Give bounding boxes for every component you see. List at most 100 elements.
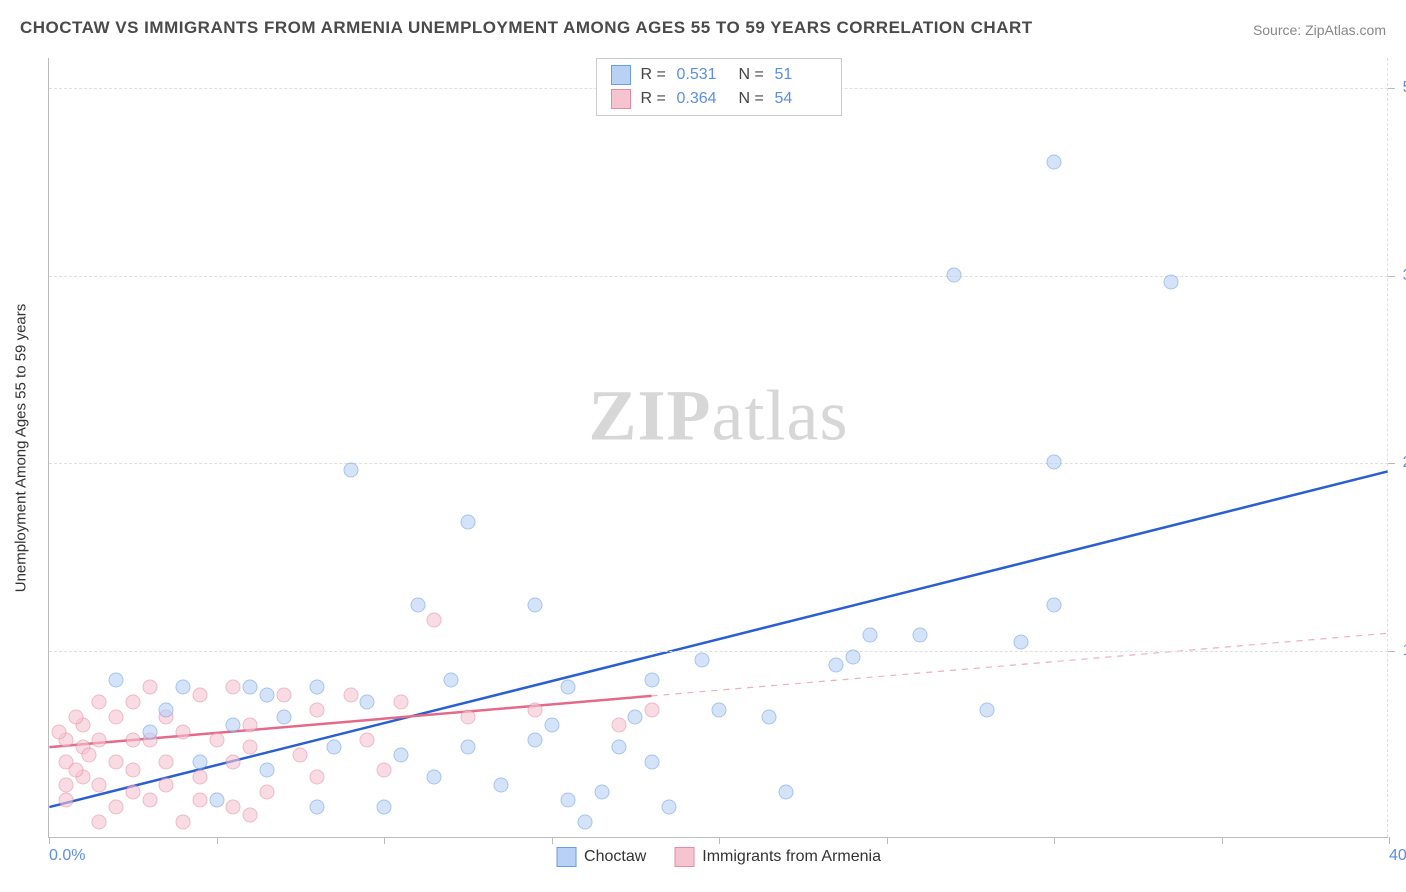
data-point [176,725,191,740]
data-point [92,815,107,830]
data-point [527,732,542,747]
chart-title: CHOCTAW VS IMMIGRANTS FROM ARMENIA UNEMP… [20,18,1033,38]
data-point [444,672,459,687]
data-point [762,710,777,725]
y-tick-label: 37.5% [1403,267,1406,285]
stats-legend: R = 0.531 N = 51 R = 0.364 N = 54 [596,58,842,116]
data-point [310,770,325,785]
x-tick-label: 40.0% [1389,847,1394,865]
watermark: ZIPatlas [589,375,849,458]
y-axis-label: Unemployment Among Ages 55 to 59 years [13,303,30,592]
data-point [125,732,140,747]
data-point [343,687,358,702]
y-tick-label: 50.0% [1403,79,1406,97]
series-legend: Choctaw Immigrants from Armenia [556,847,881,867]
stats-r-label-0: R = [641,66,667,84]
data-point [661,800,676,815]
data-point [561,792,576,807]
data-point [226,717,241,732]
data-point [92,777,107,792]
stats-row-1: R = 0.364 N = 54 [597,87,841,111]
data-point [980,702,995,717]
legend-swatch-1 [674,847,694,867]
data-point [645,672,660,687]
data-point [946,267,961,282]
data-point [58,777,73,792]
stats-n-label-1: N = [739,90,765,108]
data-point [460,710,475,725]
data-point [393,695,408,710]
data-point [109,710,124,725]
data-point [377,762,392,777]
legend-label-0: Choctaw [584,848,646,866]
data-point [460,740,475,755]
data-point [645,702,660,717]
x-tick-mark [1389,837,1390,844]
trend-line-solid [49,656,651,807]
legend-swatch-0 [556,847,576,867]
data-point [226,755,241,770]
stats-swatch-0 [611,65,631,85]
data-point [1047,155,1062,170]
data-point [109,755,124,770]
y-tick-mark [1388,463,1395,464]
data-point [68,762,83,777]
data-point [611,740,626,755]
data-point [142,680,157,695]
data-point [58,792,73,807]
data-point [68,710,83,725]
data-point [846,650,861,665]
stats-swatch-1 [611,89,631,109]
data-point [109,672,124,687]
source-prefix: Source: [1253,22,1305,38]
data-point [360,695,375,710]
data-point [243,740,258,755]
data-point [243,717,258,732]
data-point [1047,455,1062,470]
data-point [125,762,140,777]
data-point [209,792,224,807]
data-point [226,680,241,695]
data-point [862,627,877,642]
y-tick-mark [1388,276,1395,277]
data-point [259,762,274,777]
data-point [410,597,425,612]
data-point [310,800,325,815]
data-point [243,807,258,822]
x-tick-label: 0.0% [49,847,85,865]
stats-n-value-0: 51 [775,66,827,84]
y-tick-mark [1388,88,1395,89]
data-point [913,627,928,642]
data-point [125,785,140,800]
x-tick-mark [49,837,50,844]
x-tick-mark [217,837,218,844]
data-point [377,800,392,815]
x-tick-mark [1054,837,1055,844]
data-point [427,612,442,627]
data-point [1013,635,1028,650]
data-point [427,770,442,785]
source-link[interactable]: ZipAtlas.com [1305,22,1386,38]
data-point [192,687,207,702]
stats-row-0: R = 0.531 N = 51 [597,63,841,87]
data-point [276,687,291,702]
data-point [695,653,710,668]
data-point [1164,275,1179,290]
data-point [829,657,844,672]
x-tick-mark [1222,837,1223,844]
data-point [594,785,609,800]
gridline [49,651,1388,652]
data-point [259,687,274,702]
data-point [326,740,341,755]
plot-right-border [1387,58,1388,837]
data-point [52,725,67,740]
data-point [343,462,358,477]
data-point [1047,597,1062,612]
data-point [310,702,325,717]
data-point [226,800,241,815]
data-point [293,747,308,762]
plot-area: ZIPatlas Unemployment Among Ages 55 to 5… [48,58,1388,838]
data-point [494,777,509,792]
chart-source: Source: ZipAtlas.com [1253,22,1386,38]
y-tick-mark [1388,651,1395,652]
